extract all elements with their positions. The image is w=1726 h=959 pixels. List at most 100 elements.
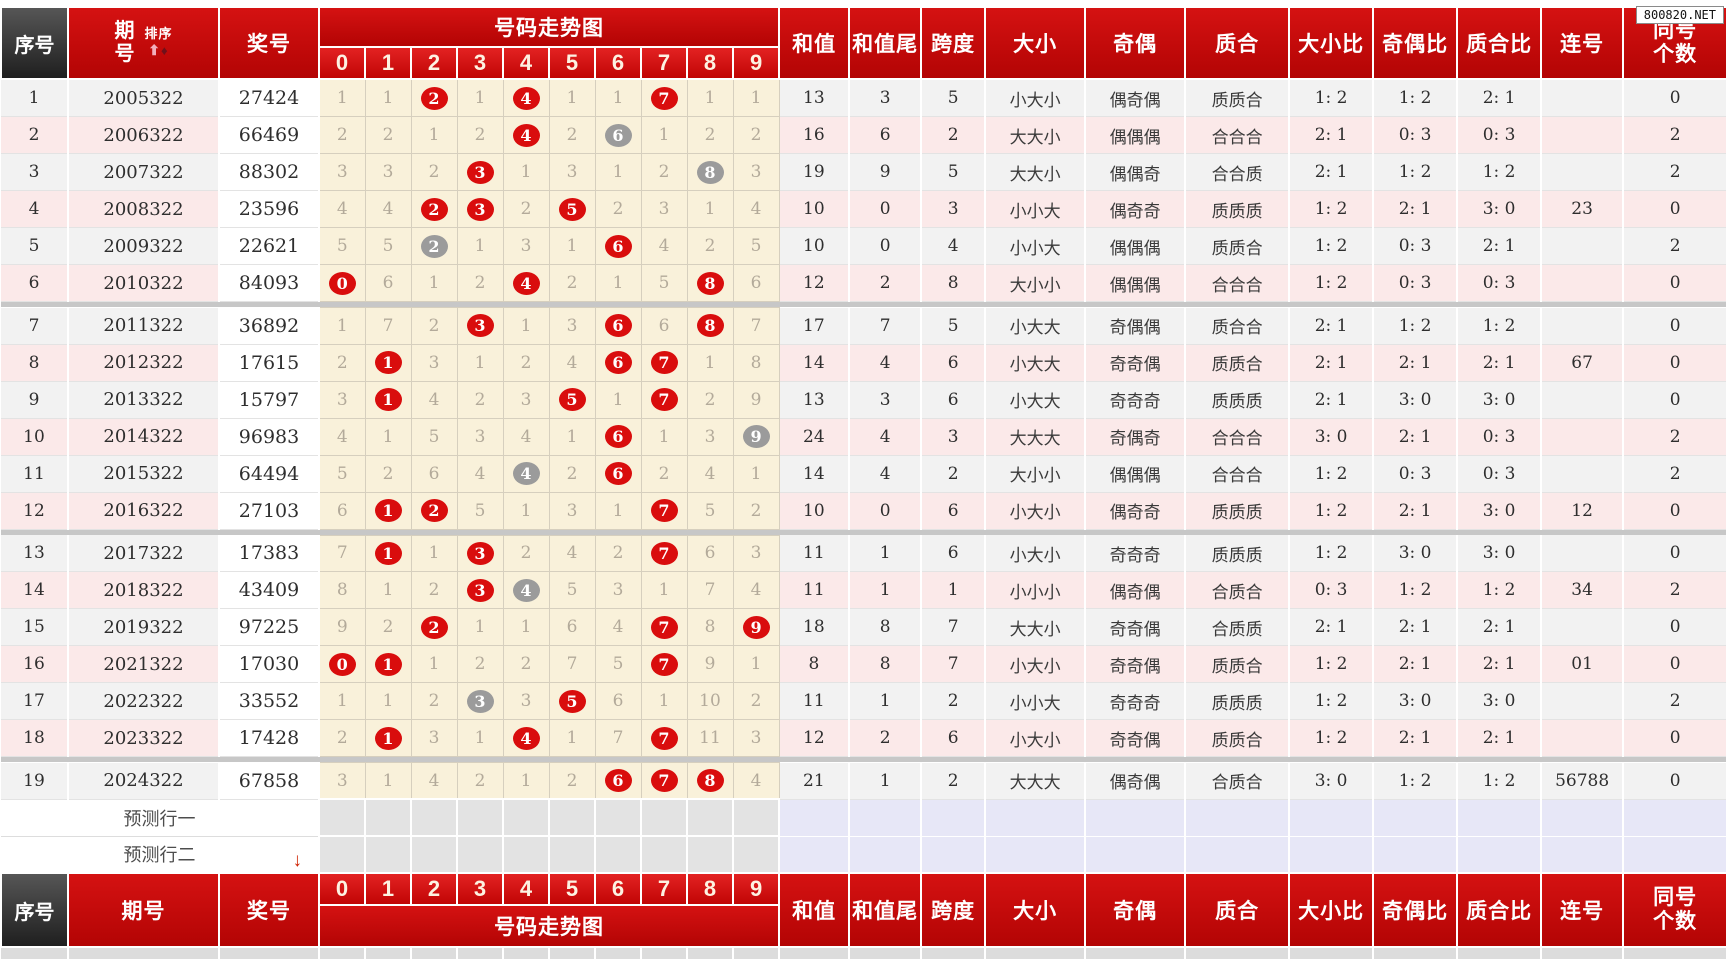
prediction-trend-cell — [731, 798, 781, 837]
prime-cell: 合合合 — [1185, 455, 1291, 493]
col-header-prime-ratio: 质合比 — [1456, 6, 1543, 80]
prize-number-cell: 17428 — [219, 719, 320, 757]
size-ratio-cell: 1: 2 — [1289, 190, 1375, 228]
seq-cell: 10 — [1, 418, 69, 456]
sum-cell: 10 — [779, 492, 851, 530]
trend-cell-digit-5: 2 — [548, 762, 596, 800]
seq-cell: 17 — [1, 682, 69, 720]
prime-ratio-cell: 0: 3 — [1457, 116, 1543, 154]
prize-number-cell: 97225 — [219, 608, 320, 646]
parity-ratio-cell: 3: 0 — [1373, 381, 1459, 419]
trend-cell-digit-8: 1 — [686, 78, 734, 117]
sum-cell: 18 — [779, 608, 851, 646]
span-cell: 7 — [921, 645, 987, 683]
prime-ratio-cell: 3: 0 — [1457, 381, 1543, 419]
table-row: 14 2018322 43409 8 1 2 3 4 5 3 1 7 4 11 1 1 小小小 偶奇偶 合质合 0: … — [1, 571, 1726, 609]
bottom-col-header-sum-tail: 和值尾 — [848, 872, 923, 948]
seq-cell: 11 — [1, 455, 69, 493]
span-cell: 2 — [921, 116, 987, 154]
trend-cell-digit-0: 1 — [318, 307, 366, 345]
prize-number-cell: 64494 — [219, 455, 320, 493]
sum-tail-cell: 6 — [849, 116, 923, 154]
group-separator — [1, 756, 1726, 763]
table-row: 9 2013322 15797 3 1 4 2 3 5 1 7 2 9 13 3 6 小大大 奇奇奇 质质质 2: 1… — [1, 380, 1726, 419]
trend-cell-digit-5: 1 — [548, 417, 596, 456]
parity-cell: 偶奇奇 — [1085, 492, 1187, 530]
period-cell: 2011322 — [68, 307, 220, 345]
hit-red-circle: 8 — [696, 314, 724, 338]
same-count-cell: 0 — [1623, 492, 1726, 530]
prize-number-cell: 27103 — [219, 492, 320, 530]
prediction-stat-cell — [1373, 799, 1459, 837]
size-ratio-cell: 2: 1 — [1289, 307, 1375, 345]
trend-cell-digit-9: 9 — [732, 380, 780, 419]
parity-cell: 奇偶奇 — [1085, 418, 1187, 456]
trend-cell-digit-5: 1 — [548, 227, 596, 265]
hit-red-circle: 3 — [466, 541, 494, 565]
col-header-parity-ratio: 奇偶比 — [1372, 6, 1459, 80]
trend-cell-digit-6: 2 — [594, 534, 642, 572]
prediction-stat-cell — [779, 799, 851, 837]
hit-gray-circle: 3 — [466, 689, 494, 713]
bottom-digit-header-8: 8 — [686, 872, 734, 906]
trend-cell-digit-8: 8 — [686, 307, 734, 345]
seq-cell: 5 — [1, 227, 69, 265]
sum-cell: 11 — [779, 682, 851, 720]
table-row: 5 2009322 22621 5 5 2 1 3 1 6 4 2 5 10 0 4 小小大 偶偶偶 质质合 1: 2… — [1, 227, 1726, 265]
bottom-strip — [1, 946, 1726, 959]
size-ratio-cell: 1: 2 — [1289, 719, 1375, 757]
trend-cell-digit-1: 1 — [364, 571, 412, 609]
bottom-col-header-prize: 奖号 — [218, 872, 320, 948]
prediction-stat-cell — [1085, 836, 1187, 874]
prime-ratio-cell: 1: 2 — [1457, 762, 1543, 800]
hit-red-circle: 2 — [420, 615, 448, 639]
trend-cell-digit-6: 6 — [594, 682, 642, 720]
trend-cell-digit-2: 3 — [410, 343, 458, 382]
prediction-trend-cell — [640, 835, 688, 874]
trend-cell-digit-2: 1 — [410, 645, 458, 683]
trend-cell-digit-6: 6 — [594, 227, 642, 265]
span-cell: 3 — [921, 190, 987, 228]
trend-cell-digit-6: 5 — [594, 645, 642, 683]
trend-cell-digit-1: 3 — [364, 153, 412, 191]
prediction-trend-cell — [686, 798, 734, 837]
hit-red-circle: 1 — [374, 652, 402, 676]
prime-cell: 质质质 — [1185, 535, 1291, 572]
trend-cell-digit-5: 3 — [548, 307, 596, 345]
seq-cell: 13 — [1, 535, 69, 572]
trend-cell-digit-1: 1 — [364, 534, 412, 572]
parity-ratio-cell: 1: 2 — [1373, 571, 1459, 609]
size-ratio-cell: 1: 2 — [1289, 264, 1375, 302]
prime-ratio-cell: 2: 1 — [1457, 227, 1543, 265]
prime-cell: 质质合 — [1185, 645, 1291, 683]
period-cell: 2006322 — [68, 116, 220, 154]
hit-red-circle: 1 — [374, 351, 402, 374]
hit-red-circle: 7 — [650, 351, 678, 374]
size-ratio-cell: 3: 0 — [1289, 418, 1375, 456]
size-ratio-cell: 1: 2 — [1289, 455, 1375, 493]
seq-cell: 4 — [1, 190, 69, 228]
sum-cell: 13 — [779, 79, 851, 117]
sort-up-icon[interactable]: ⬆ — [148, 42, 162, 58]
group-separator — [1, 529, 1726, 535]
seq-cell: 1 — [1, 79, 69, 117]
col-header-parity: 奇偶 — [1084, 6, 1187, 80]
sort-control[interactable]: 排序 ⬆♦ — [144, 26, 172, 59]
trend-cell-digit-9: 3 — [732, 153, 780, 191]
digit-header-3: 3 — [456, 46, 504, 80]
col-header-consecutive: 连号 — [1540, 6, 1625, 80]
sum-cell: 12 — [779, 264, 851, 302]
trend-cell-digit-1: 1 — [364, 719, 412, 757]
sum-tail-cell: 0 — [849, 492, 923, 530]
sort-down-icon[interactable]: ♦ — [161, 43, 169, 58]
prediction-row: 预测行二 ↓ — [1, 835, 1726, 874]
prediction-down-arrow-icon[interactable]: ↓ — [292, 850, 303, 871]
prime-cell: 合质质 — [1185, 608, 1291, 646]
same-count-cell: 0 — [1623, 719, 1726, 757]
bottom-col-header-prime: 质合 — [1184, 872, 1291, 948]
digit-header-row: 0 1 2 3 4 5 6 7 8 9 — [1, 46, 1726, 80]
sum-cell: 12 — [779, 719, 851, 757]
trend-cell-digit-4: 4 — [502, 116, 550, 154]
parity-ratio-cell: 1: 2 — [1373, 762, 1459, 800]
prime-ratio-cell: 3: 0 — [1457, 190, 1543, 228]
